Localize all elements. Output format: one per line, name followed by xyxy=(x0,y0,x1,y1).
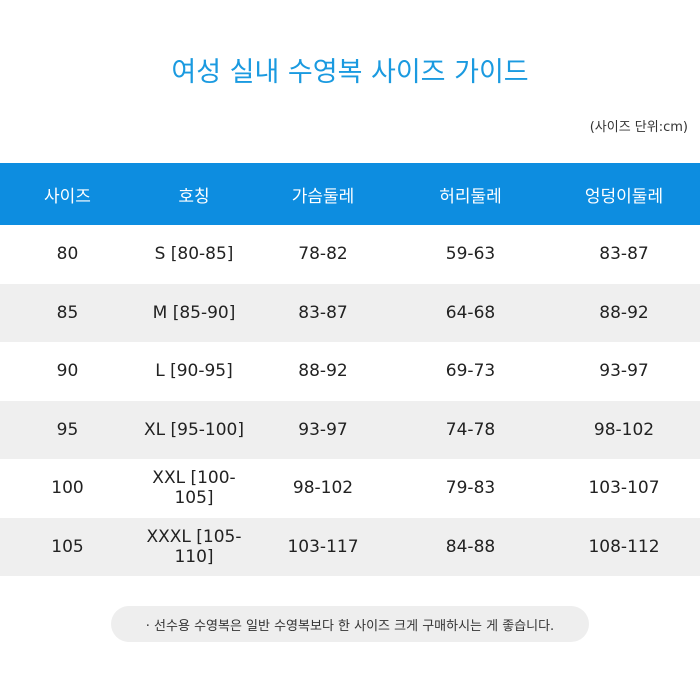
header-chest: 가슴둘레 xyxy=(253,163,393,225)
cell-label: XXXL [105-110] xyxy=(135,517,253,576)
cell-hip: 83-87 xyxy=(599,244,649,265)
footer-note: · 선수용 수영복은 일반 수영복보다 한 사이즈 크게 구매하시는 게 좋습니… xyxy=(111,606,589,642)
cell-waist: 84-88 xyxy=(393,517,548,576)
cell-chest: 93-97 xyxy=(253,400,393,459)
header-label: 호칭 xyxy=(135,163,253,225)
cell-size: 100 xyxy=(51,478,84,499)
cell-hip: 98-102 xyxy=(548,400,700,459)
cell-chest: 83-87 xyxy=(253,283,393,342)
cell-waist: 59-63 xyxy=(445,244,496,265)
table-row: 85 M [85-90] 83-87 64-68 88-92 xyxy=(0,283,700,342)
table-row: 80 S [80-85] 78-82 59-63 83-87 xyxy=(0,225,700,284)
cell-chest: 103-117 xyxy=(253,517,393,576)
cell-waist: 64-68 xyxy=(393,283,548,342)
unit-note: (사이즈 단위:cm) xyxy=(589,120,688,135)
cell-label: L [90-95] xyxy=(155,361,233,382)
header-hip: 엉덩이둘레 xyxy=(548,163,700,225)
cell-hip: 93-97 xyxy=(599,361,649,382)
cell-label: XXL [100-105] xyxy=(152,468,236,509)
header-waist: 허리둘레 xyxy=(393,163,548,225)
size-guide-table: 사이즈 호칭 가슴둘레 허리둘레 엉덩이둘레 80 S [80-85] 78-8… xyxy=(0,163,700,576)
cell-chest: 78-82 xyxy=(298,244,348,265)
cell-chest: 88-92 xyxy=(298,361,348,382)
cell-hip: 88-92 xyxy=(548,283,700,342)
cell-hip: 108-112 xyxy=(548,517,700,576)
header-size: 사이즈 xyxy=(0,163,135,225)
cell-label: XL [95-100] xyxy=(135,400,253,459)
table-row: 105 XXXL [105-110] 103-117 84-88 108-112 xyxy=(0,517,700,576)
footer-note-text: · 선수용 수영복은 일반 수영복보다 한 사이즈 크게 구매하시는 게 좋습니… xyxy=(145,618,555,634)
cell-waist: 74-78 xyxy=(393,400,548,459)
table-row: 100 XXL [100-105] 98-102 79-83 103-107 xyxy=(0,459,700,518)
table-header-row: 사이즈 호칭 가슴둘레 허리둘레 엉덩이둘레 xyxy=(0,163,700,225)
cell-hip: 103-107 xyxy=(588,478,660,499)
table-row: 90 L [90-95] 88-92 69-73 93-97 xyxy=(0,342,700,401)
cell-size: 90 xyxy=(56,361,79,382)
cell-label: S [80-85] xyxy=(154,244,234,265)
cell-size: 95 xyxy=(0,400,135,459)
page-title: 여성 실내 수영복 사이즈 가이드 xyxy=(171,57,529,88)
cell-waist: 69-73 xyxy=(445,361,496,382)
cell-size: 85 xyxy=(0,283,135,342)
table-row: 95 XL [95-100] 93-97 74-78 98-102 xyxy=(0,400,700,459)
cell-waist: 79-83 xyxy=(445,478,496,499)
cell-label: M [85-90] xyxy=(135,283,253,342)
cell-size: 105 xyxy=(0,517,135,576)
cell-chest: 98-102 xyxy=(292,478,354,499)
cell-size: 80 xyxy=(56,244,79,265)
